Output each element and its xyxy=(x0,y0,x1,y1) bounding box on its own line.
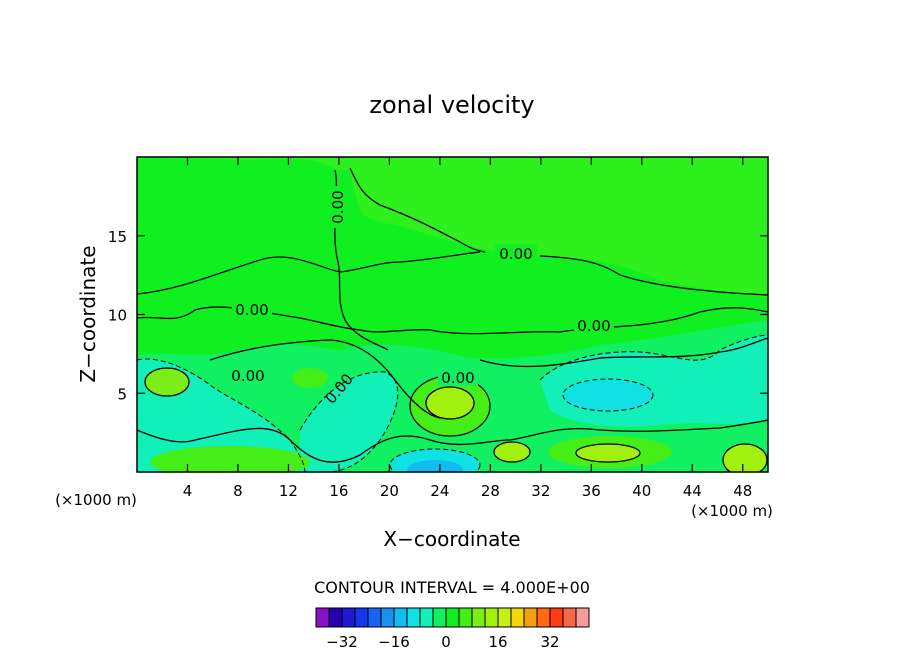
contour-max-left xyxy=(144,367,190,397)
colorbar-tick-label: −32 xyxy=(326,633,358,651)
negative-contour-lines xyxy=(137,334,768,472)
colorbar-swatch xyxy=(393,607,408,628)
colorbar-swatch xyxy=(367,607,382,628)
colorbar-swatch xyxy=(510,607,525,628)
y-tick-label: 10 xyxy=(108,307,127,325)
contour-field xyxy=(137,157,768,472)
x-tick-label: 40 xyxy=(632,482,651,500)
contour-lines xyxy=(137,167,768,472)
z-unit-label: (×1000 m) xyxy=(691,502,773,520)
contour-neg-right xyxy=(539,334,768,381)
x-tick-label: 16 xyxy=(329,482,348,500)
contour-min-bottom xyxy=(389,448,481,472)
x-axis-label: X−coordinate xyxy=(383,527,520,551)
neg-band-mid xyxy=(300,371,398,472)
x-tick-label: 20 xyxy=(380,482,399,500)
contour-max-bottom2 xyxy=(493,441,531,463)
x-tick-label: 24 xyxy=(430,482,449,500)
neg-core-right xyxy=(563,379,653,411)
colorbar-swatch xyxy=(549,607,564,628)
colorbar-tick-label: 16 xyxy=(488,633,507,651)
x-tick-label: 44 xyxy=(683,482,702,500)
x-tick-label: 48 xyxy=(733,482,752,500)
colorbar-swatch xyxy=(380,607,395,628)
colorbar-tick-label: 32 xyxy=(540,633,559,651)
colorbar-tick-label: 0 xyxy=(441,633,451,651)
contour-max-bottom-right xyxy=(722,443,768,472)
y-tick-label: 5 xyxy=(117,385,127,403)
zero-contour-right-band xyxy=(479,337,768,368)
neg-core-bottom-inner xyxy=(407,460,463,472)
x-tick-label: 32 xyxy=(531,482,550,500)
x-tick-label: 36 xyxy=(582,482,601,500)
zero-contour-upper-right xyxy=(539,255,768,296)
x-tick-label: 8 xyxy=(233,482,243,500)
colorbar-tick-label: −16 xyxy=(378,633,410,651)
contour-min-right xyxy=(562,378,654,412)
pos-left-blob xyxy=(292,368,328,388)
x-axis: 4 8 12 16 20 24 28 32 36 40 44 48 xyxy=(183,157,752,500)
contour-max-bottom xyxy=(575,443,641,463)
x-tick-label: 28 xyxy=(481,482,500,500)
colorbar-swatch xyxy=(328,607,343,628)
contour-label: 0.00 xyxy=(231,367,264,385)
colorbar-swatch xyxy=(523,607,538,628)
x-unit-label: (×1000 m) xyxy=(55,491,137,509)
y-axis: 5 10 15 xyxy=(108,228,768,403)
pos-max-center-inner xyxy=(426,387,474,419)
contour-label: 0.00 xyxy=(235,301,268,319)
contour-neg-mid xyxy=(299,371,399,472)
y-axis-label: Z−coordinate xyxy=(76,245,100,382)
colorbar-swatch xyxy=(458,607,473,628)
zero-contour-mid xyxy=(137,306,768,335)
colorbar-swatch xyxy=(354,607,369,628)
contour-neg-left xyxy=(137,358,306,472)
colorbar-swatch xyxy=(484,607,499,628)
zero-contour-left xyxy=(209,339,441,419)
zero-contour-lower xyxy=(137,419,768,463)
colorbar-swatch xyxy=(432,607,447,628)
contour-max-center-inner xyxy=(425,386,475,420)
colorbar-swatch xyxy=(445,607,460,628)
pos-max-bottom-right xyxy=(723,444,767,472)
colorbar-swatch xyxy=(315,607,330,628)
colorbar-swatch xyxy=(536,607,551,628)
colorbar-swatch xyxy=(497,607,512,628)
colorbar-ticks: −32 −16 0 16 32 xyxy=(326,633,559,651)
colorbar-swatch xyxy=(406,607,421,628)
zero-contour-upper xyxy=(137,251,481,295)
colorbar-swatch xyxy=(471,607,486,628)
chart-title: zonal velocity xyxy=(369,91,534,119)
colorbar xyxy=(315,607,590,628)
pos-max-bottom xyxy=(576,444,640,462)
contour-label: 0.00 xyxy=(577,317,610,335)
contour-label: 0.00 xyxy=(441,369,474,387)
colorbar-swatch xyxy=(575,607,590,628)
colorbar-swatch xyxy=(341,607,356,628)
pos-max-left xyxy=(145,368,189,396)
contour-interval: CONTOUR INTERVAL = 4.000E+00 xyxy=(314,578,590,597)
x-tick-label: 12 xyxy=(279,482,298,500)
y-tick-label: 15 xyxy=(108,228,127,246)
upper-region xyxy=(137,157,768,298)
x-tick-label: 4 xyxy=(183,482,193,500)
contour-label: 0.00 xyxy=(499,245,532,263)
colorbar-swatch xyxy=(562,607,577,628)
colorbar-swatch xyxy=(419,607,434,628)
contour-label: 0.00 xyxy=(329,190,347,223)
pos-low-left xyxy=(150,446,310,472)
pos-max-bottom2 xyxy=(494,442,530,462)
zero-contour-top xyxy=(349,167,486,253)
